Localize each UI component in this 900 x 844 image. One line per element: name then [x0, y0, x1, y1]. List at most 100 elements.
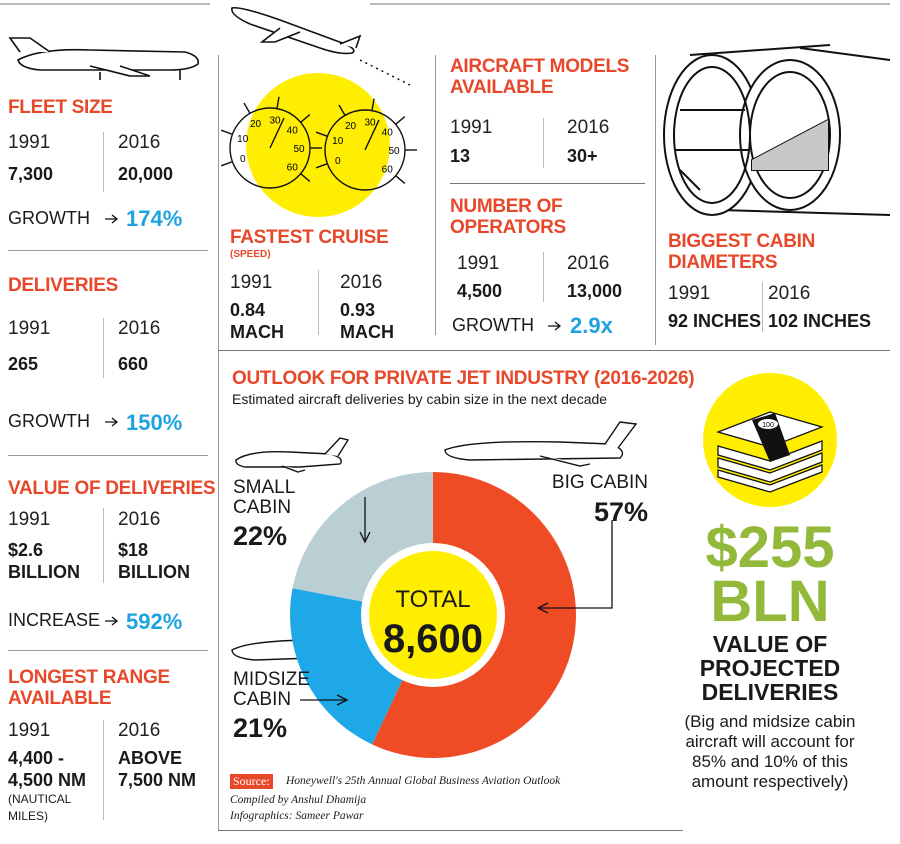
categories: BIG CABIN	[551, 472, 648, 493]
g	[300, 497, 613, 706]
year-2: 2016	[118, 318, 161, 339]
title: FLEET SIZE	[8, 97, 113, 118]
categories: SMALL CABIN	[233, 477, 295, 518]
value-2: ABOVE	[118, 748, 183, 768]
total: 8,600	[382, 617, 484, 661]
growth-label: GROWTH	[452, 315, 534, 335]
value-1: 4,500 NM	[8, 770, 87, 790]
value-labels: 57%	[593, 497, 648, 527]
title: DIAMETERS	[668, 252, 778, 273]
title: AVAILABLE	[450, 77, 554, 98]
path	[539, 455, 591, 467]
text: Honeywell's 25th Annual Global Business …	[286, 775, 561, 787]
note: (NAUTICAL	[8, 792, 72, 806]
path	[17, 48, 200, 71]
label: VALUE OF PROJECTED DELIVERIES	[699, 631, 841, 705]
divider	[8, 455, 208, 456]
growth: 2.9x	[570, 313, 613, 338]
banknote-label: 100	[762, 422, 774, 429]
div: ABOVE 7,500 NM	[118, 747, 196, 791]
title: BIGGEST CABIN	[668, 231, 816, 252]
gauge-label: 20	[345, 121, 357, 132]
gauge-tick	[371, 98, 375, 111]
div: NUMBER OF OPERATORS	[450, 196, 566, 238]
arrow	[548, 321, 562, 331]
year-1: 1991	[450, 117, 493, 138]
growth: 174%	[126, 206, 183, 231]
divider	[450, 183, 645, 184]
line	[359, 59, 411, 86]
ellipse	[758, 419, 778, 429]
gauge-tick	[276, 96, 280, 109]
growth-label: GROWTH	[8, 208, 90, 228]
title: OPERATORS	[450, 217, 566, 238]
gauge-tick	[300, 114, 311, 123]
divider	[435, 55, 436, 335]
gauge-tick	[220, 161, 233, 167]
infographics: Infographics: Sameer Pawar	[230, 810, 364, 822]
year-1: 1991	[457, 253, 500, 274]
circle	[246, 73, 390, 217]
value-2: 30+	[567, 146, 598, 166]
growth-label: GROWTH	[8, 411, 90, 431]
g	[231, 6, 362, 55]
value-2: 7,500 NM	[118, 770, 197, 790]
year-1: 1991	[230, 272, 273, 293]
path	[89, 65, 151, 77]
gauge-tick	[300, 173, 311, 182]
gauge-label: 50	[388, 146, 400, 157]
gauge-tick	[243, 102, 251, 114]
divider	[218, 830, 683, 831]
ellipse	[739, 59, 841, 211]
title: FASTEST CRUISE	[230, 227, 389, 248]
divider	[8, 250, 208, 251]
div: (NAUTICAL MILES)	[8, 791, 71, 825]
divider	[218, 350, 890, 351]
div: BIGGEST CABIN DIAMETERS	[668, 231, 815, 273]
path	[300, 694, 349, 706]
g	[8, 37, 200, 80]
value-2: 660	[118, 354, 149, 374]
path	[717, 464, 823, 493]
title: AIRCRAFT MODELS	[450, 56, 630, 77]
increase: 592%	[126, 609, 183, 634]
value-2: 102 INCHES	[768, 311, 872, 331]
path	[689, 44, 891, 216]
year-1: 1991	[668, 283, 711, 304]
value-labels: 22%	[233, 521, 288, 551]
path	[604, 421, 638, 449]
year-2: 2016	[567, 253, 610, 274]
g	[220, 96, 417, 191]
div: AIRCRAFT MODELS AVAILABLE	[450, 56, 629, 98]
gauge-label: 40	[382, 127, 394, 138]
value-1: 7,300	[8, 164, 54, 184]
gauge-label: 50	[293, 144, 305, 155]
year-1: 1991	[8, 509, 51, 530]
value-2: BILLION	[118, 562, 190, 582]
divider	[218, 55, 219, 830]
title: LONGEST RANGE	[8, 667, 170, 688]
year-2: 2016	[118, 132, 161, 153]
year-2: 2016	[118, 509, 161, 530]
title: VALUE OF DELIVERIES	[8, 478, 216, 499]
gauge-tick	[315, 163, 328, 169]
gauge-label: 0	[240, 154, 246, 165]
unit: BLN	[710, 569, 830, 634]
arrow	[105, 214, 119, 224]
div: 4,400 -4,500 NM	[8, 747, 86, 791]
year-2: 2016	[118, 720, 161, 741]
title: NUMBER OF	[450, 196, 563, 217]
increase-label: INCREASE	[8, 610, 101, 630]
ellipse	[749, 71, 831, 199]
gauge-label: 10	[237, 134, 249, 145]
year-2: 2016	[567, 117, 610, 138]
value-1: 13	[450, 146, 471, 166]
gauge-tick	[220, 129, 233, 135]
gauge-label: 0	[335, 156, 341, 167]
year-1: 1991	[8, 318, 51, 339]
subtitle: Estimated aircraft deliveries by cabin s…	[232, 391, 608, 407]
title: AVAILABLE	[8, 688, 112, 709]
path	[444, 440, 624, 461]
value-1: MACH	[230, 322, 284, 342]
